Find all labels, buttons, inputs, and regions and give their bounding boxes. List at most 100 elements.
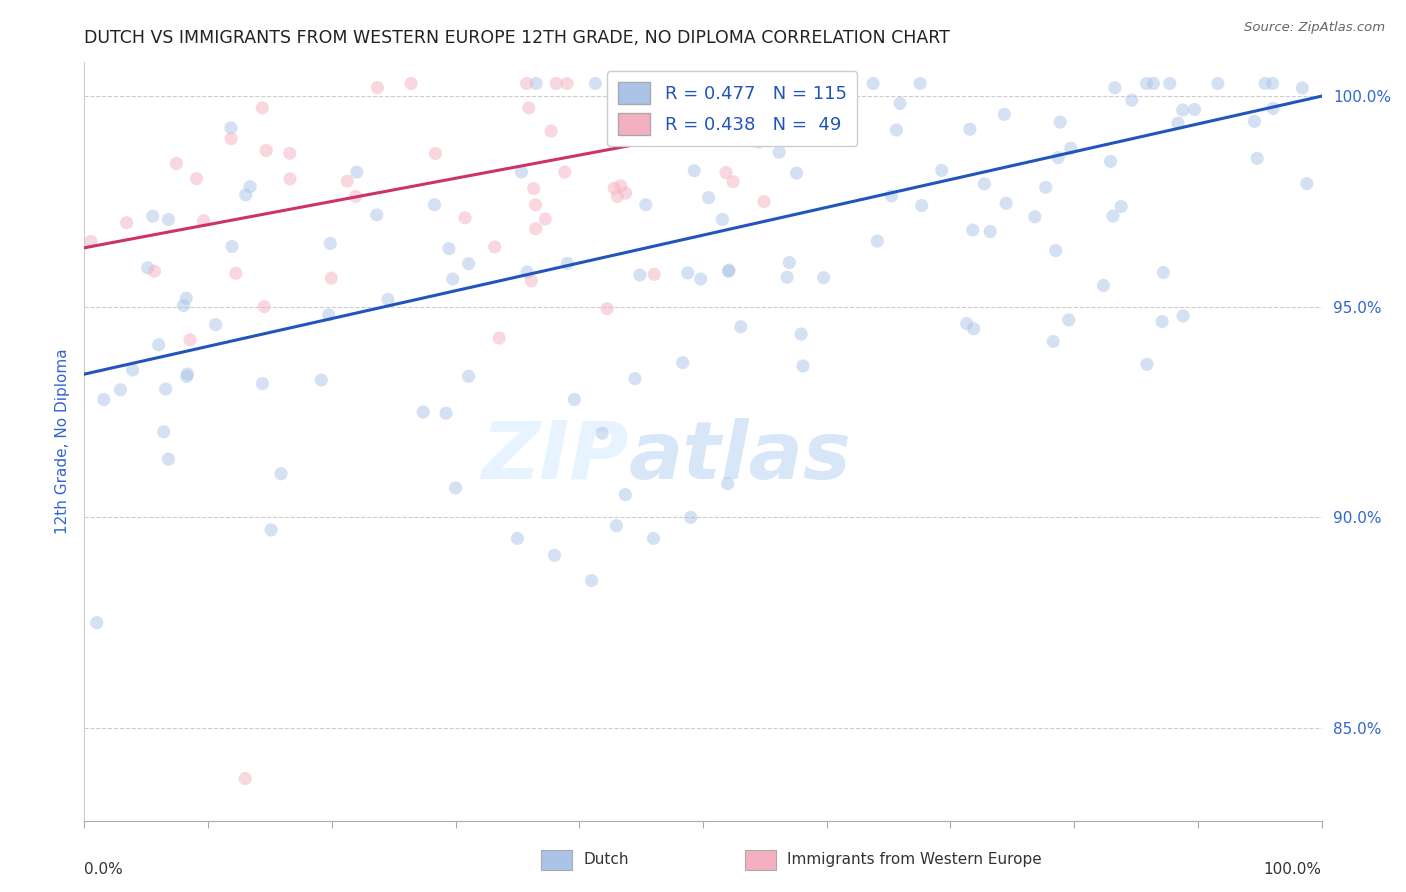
Point (886, 123, 908, 137)
Text: Immigrants from Western Europe: Immigrants from Western Europe (787, 853, 1042, 867)
Point (1049, 115, 1071, 129)
Point (672, 356, 695, 370)
Point (524, 221, 547, 235)
Point (86, 615, 108, 630)
Point (1104, 80, 1126, 95)
Point (484, 240, 506, 254)
Point (738, 107, 761, 121)
Point (252, 101, 274, 115)
Point (1152, 314, 1174, 328)
Point (1109, 199, 1132, 213)
Point (614, 186, 637, 200)
Point (1261, 102, 1284, 116)
Point (344, 189, 367, 203)
Point (1142, 77, 1164, 91)
Point (979, 225, 1001, 239)
Point (963, 322, 986, 336)
Point (676, 266, 699, 280)
Point (813, 270, 835, 285)
Point (93, 392, 115, 407)
Point (278, 146, 301, 161)
Point (80, 235, 103, 249)
Point (366, 80, 388, 95)
Point (219, 132, 242, 146)
Y-axis label: 12th Grade, No Diploma: 12th Grade, No Diploma (55, 349, 70, 534)
Point (752, 194, 775, 209)
Point (437, 242, 460, 256)
Point (956, 317, 979, 331)
Point (1261, 77, 1284, 91)
Point (239, 179, 262, 194)
Point (1295, 177, 1317, 191)
Point (454, 211, 477, 225)
Point (634, 198, 657, 212)
Point (606, 189, 628, 203)
Point (686, 129, 709, 144)
Point (683, 77, 706, 91)
Point (689, 272, 711, 286)
Point (717, 264, 740, 278)
Point (717, 476, 740, 491)
Point (959, 122, 981, 136)
Point (186, 171, 208, 186)
Point (179, 333, 201, 347)
Point (1171, 309, 1194, 323)
Point (1045, 244, 1067, 258)
Point (441, 272, 464, 286)
Point (776, 270, 799, 285)
Point (204, 318, 226, 332)
Point (714, 165, 737, 179)
Point (756, 119, 779, 133)
Point (148, 338, 170, 352)
Point (399, 77, 422, 91)
Point (778, 255, 800, 269)
Point (506, 532, 529, 546)
Point (1291, 81, 1313, 95)
Point (554, 165, 576, 179)
Point (540, 124, 562, 138)
Point (748, 135, 770, 149)
Point (697, 191, 720, 205)
Point (711, 212, 734, 227)
Point (1254, 77, 1277, 91)
Point (143, 264, 166, 278)
Point (624, 371, 647, 385)
Point (377, 293, 399, 307)
Point (995, 196, 1018, 211)
Text: 100.0%: 100.0% (1264, 863, 1322, 878)
Point (1152, 265, 1174, 279)
Point (1243, 114, 1265, 128)
Point (270, 467, 292, 481)
Point (710, 77, 733, 91)
Point (730, 319, 752, 334)
Point (1246, 152, 1268, 166)
Text: Source: ZipAtlas.com: Source: ZipAtlas.com (1244, 21, 1385, 34)
Point (862, 77, 884, 91)
Legend: R = 0.477   N = 115, R = 0.438   N =  49: R = 0.477 N = 115, R = 0.438 N = 49 (607, 71, 858, 146)
Point (596, 301, 619, 316)
Point (993, 107, 1015, 121)
Point (524, 198, 547, 212)
Point (260, 523, 283, 537)
Point (434, 406, 457, 420)
Point (524, 77, 547, 91)
Point (768, 145, 790, 160)
Point (557, 256, 579, 270)
Point (336, 174, 359, 188)
Point (252, 376, 274, 391)
Point (1024, 210, 1046, 224)
Point (488, 331, 510, 345)
Point (737, 77, 759, 91)
Point (1206, 77, 1229, 91)
Point (346, 165, 368, 179)
Point (583, 77, 606, 91)
Point (534, 212, 557, 227)
Point (683, 163, 706, 178)
Point (412, 405, 434, 419)
Point (931, 163, 953, 178)
Point (444, 481, 467, 495)
Point (1102, 209, 1125, 223)
Point (142, 209, 165, 223)
Point (1167, 116, 1189, 130)
Point (962, 223, 984, 237)
